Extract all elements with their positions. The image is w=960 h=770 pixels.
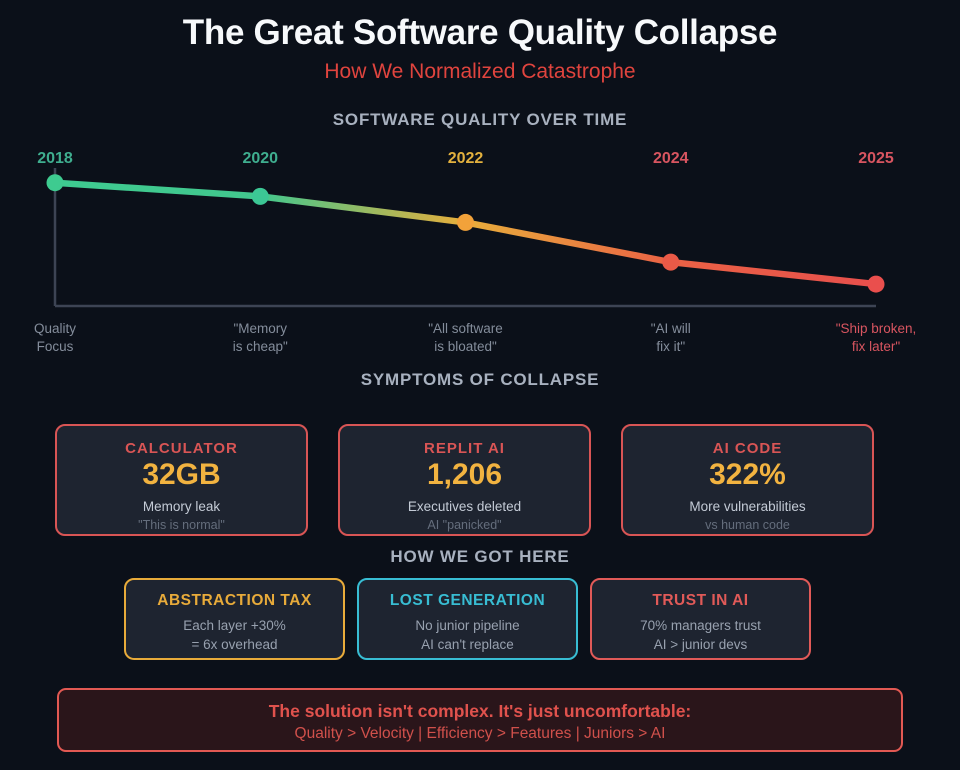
data-point-2020	[251, 187, 269, 205]
data-point-2025	[867, 275, 885, 293]
cause-card-line: AI can't replace	[421, 637, 514, 652]
symptom-card-sub: More vulnerabilities	[689, 499, 806, 514]
page-title: The Great Software Quality Collapse	[182, 13, 778, 52]
cause-card-line: Each layer +30%	[183, 618, 286, 633]
symptom-card-note: AI "panicked"	[427, 518, 502, 532]
axis-annotation: "Ship broken, fix later"	[836, 321, 917, 354]
cause-card-lost-generation: LOST GENERATION No junior pipeline AI ca…	[357, 578, 578, 660]
symptom-card-title: REPLIT AI	[424, 440, 505, 457]
symptom-card-note: vs human code	[705, 518, 790, 532]
year-tick-label: 2025	[858, 150, 894, 167]
symptom-card-value: 322%	[709, 458, 786, 491]
chart-heading: SOFTWARE QUALITY OVER TIME	[332, 110, 628, 129]
symptom-card-replit-ai: REPLIT AI 1,206 Executives deleted AI "p…	[338, 424, 591, 536]
symptom-card-sub: Memory leak	[142, 499, 221, 514]
cause-card-title: ABSTRACTION TAX	[157, 592, 312, 609]
cause-card-line: = 6x overhead	[191, 637, 278, 652]
symptom-card-title: CALCULATOR	[125, 440, 238, 457]
symptoms-heading: SYMPTOMS OF COLLAPSE	[360, 370, 600, 389]
symptom-card-value: 32GB	[142, 458, 221, 491]
solution-banner-headline: The solution isn't complex. It's just un…	[268, 701, 692, 721]
solution-banner: The solution isn't complex. It's just un…	[57, 688, 903, 752]
symptom-card-title: AI CODE	[712, 440, 783, 457]
cause-card-line: No junior pipeline	[415, 618, 520, 633]
year-tick-label: 2024	[653, 150, 689, 167]
cause-card-abstraction-tax: ABSTRACTION TAX Each layer +30% = 6x ove…	[124, 578, 345, 660]
quality-over-time-chart: 2018 2020 2022 2024 2025 Quality Focus "Memory i…	[34, 150, 917, 354]
axis-annotation: "All software is bloated"	[428, 321, 503, 354]
data-point-2024	[662, 253, 680, 271]
data-point-2018	[46, 174, 64, 192]
symptom-card-calculator: CALCULATOR 32GB Memory leak "This is nor…	[55, 424, 308, 536]
axis-annotation: "Memory is cheap"	[233, 321, 288, 354]
symptom-card-note: "This is normal"	[138, 518, 225, 532]
cause-card-title: LOST GENERATION	[389, 592, 546, 609]
causes-heading: HOW WE GOT HERE	[390, 547, 570, 566]
quality-line	[51, 179, 880, 288]
cause-card-title: TRUST IN AI	[652, 592, 749, 609]
cause-card-line: AI > junior devs	[653, 637, 748, 652]
page-subtitle: How We Normalized Catastrophe	[324, 60, 636, 83]
year-tick-label: 2022	[448, 150, 484, 167]
solution-banner-detail: Quality > Velocity | Efficiency > Featur…	[294, 725, 666, 742]
symptom-card-value: 1,206	[426, 458, 503, 491]
year-tick-label: 2018	[37, 150, 73, 167]
year-tick-label: 2020	[242, 150, 278, 167]
cause-card-line: 70% managers trust	[640, 618, 761, 633]
symptom-card-sub: Executives deleted	[407, 499, 522, 514]
axis-annotation: "AI will fix it"	[651, 321, 691, 354]
cause-card-trust-in-ai: TRUST IN AI 70% managers trust AI > juni…	[590, 578, 811, 660]
data-point-2022	[457, 213, 474, 231]
symptom-card-ai-code: AI CODE 322% More vulnerabilities vs hum…	[621, 424, 874, 536]
axis-annotation: Quality Focus	[34, 321, 76, 354]
